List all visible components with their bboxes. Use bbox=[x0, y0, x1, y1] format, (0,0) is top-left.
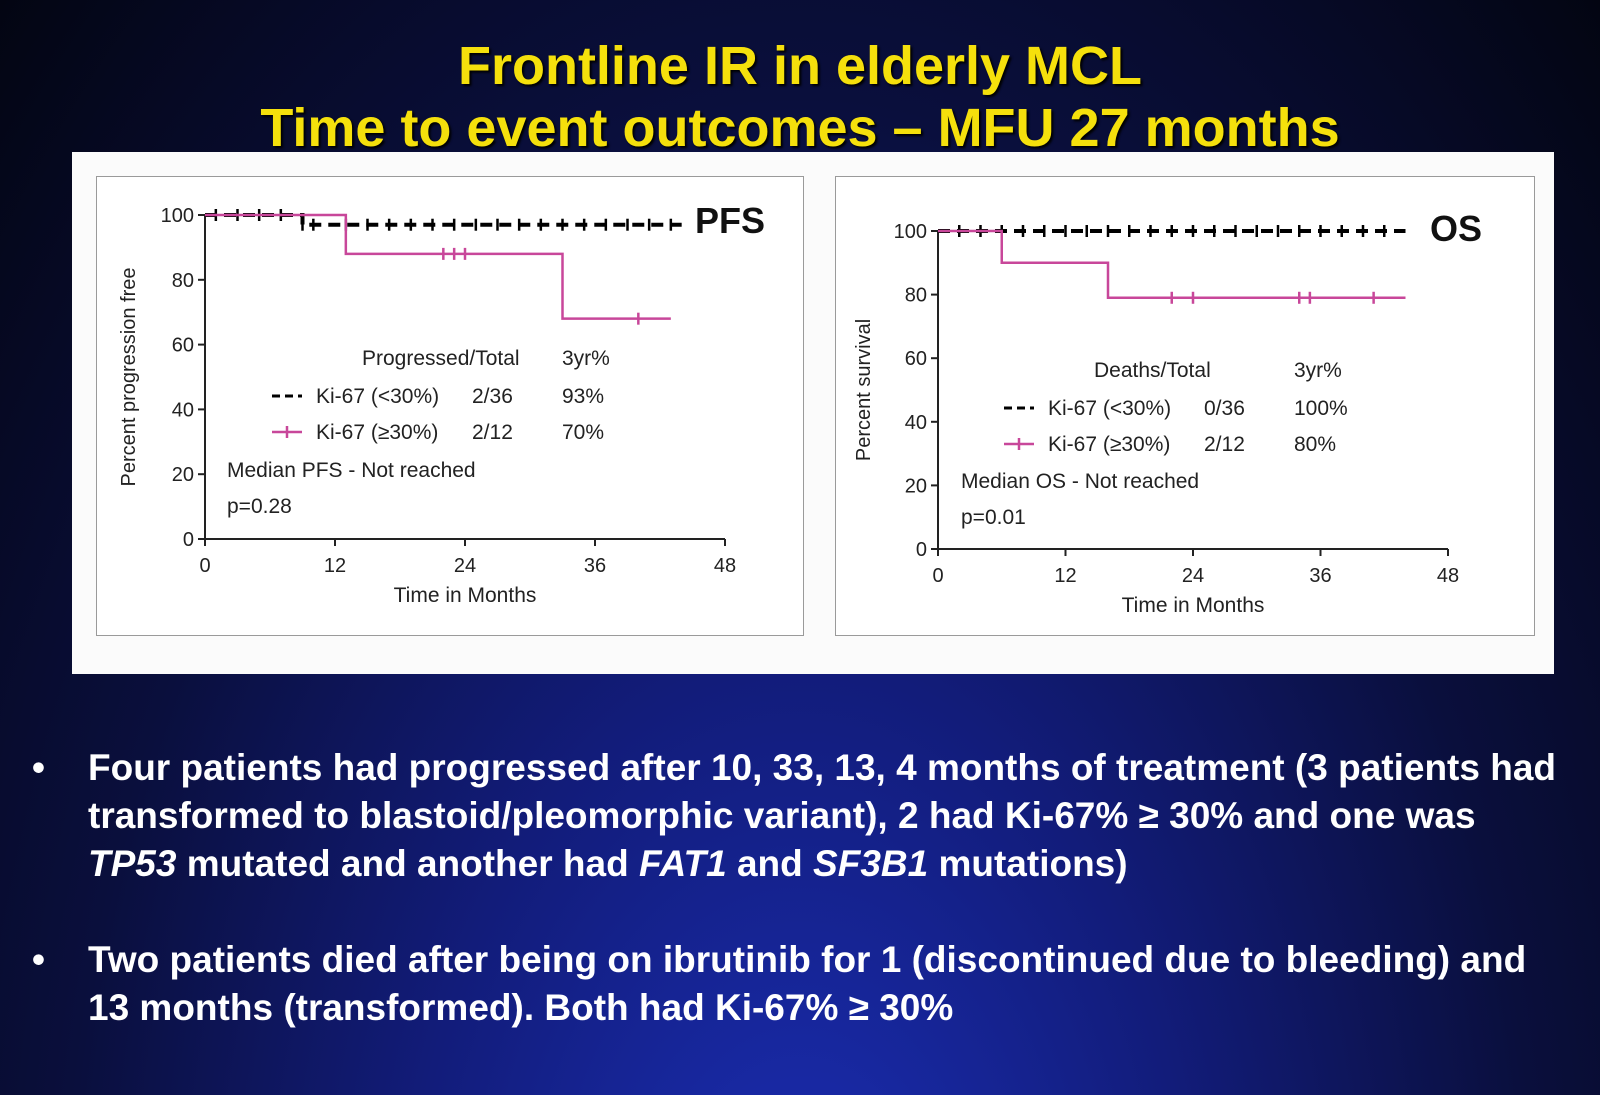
y-tick-label: 0 bbox=[183, 529, 194, 551]
x-tick-label: 36 bbox=[1309, 565, 1331, 587]
x-axis-label: Time in Months bbox=[1122, 594, 1265, 617]
legend-header-col1: Deaths/Total bbox=[1094, 359, 1211, 382]
legend-count: 2/12 bbox=[472, 421, 513, 444]
pfs-chart: 0 20 40 60 80 100 0 12 24 36 48 Time in Months Perce… bbox=[96, 176, 804, 636]
y-tick-label: 20 bbox=[905, 475, 927, 497]
legend-pct: 70% bbox=[562, 421, 604, 444]
y-tick-label: 20 bbox=[172, 464, 194, 486]
charts-panel: 0 20 40 60 80 100 0 12 24 36 48 Time in Months Perce… bbox=[72, 152, 1554, 674]
x-tick-label: 12 bbox=[324, 555, 346, 577]
x-tick-label: 12 bbox=[1054, 565, 1076, 587]
x-tick-label: 48 bbox=[1437, 565, 1459, 587]
chart-annotation: p=0.28 bbox=[227, 495, 292, 518]
y-tick-label: 60 bbox=[172, 335, 194, 357]
legend-count: 2/12 bbox=[1204, 433, 1245, 456]
legend-label: Ki-67 (≥30%) bbox=[1048, 433, 1170, 456]
chart-annotation: Median PFS - Not reached bbox=[227, 459, 476, 482]
legend-pct: 100% bbox=[1294, 397, 1348, 420]
bullet-dot: • bbox=[32, 939, 45, 980]
chart-title: OS bbox=[1430, 208, 1482, 249]
slide-title-line2: Time to event outcomes – MFU 27 months bbox=[260, 98, 1340, 158]
x-tick-label: 48 bbox=[714, 555, 736, 577]
os-chart: 0 20 40 60 80 100 0 12 24 36 48 Time in Months Perce… bbox=[835, 176, 1535, 636]
legend-header-col2: 3yr% bbox=[1294, 359, 1342, 382]
legend-count: 2/36 bbox=[472, 385, 513, 408]
bullet-text: Four patients had progressed after 10, 3… bbox=[88, 747, 1557, 884]
x-tick-label: 24 bbox=[1182, 565, 1204, 587]
pfs-chart-svg: 0 20 40 60 80 100 0 12 24 36 48 Time in Months Perce… bbox=[118, 200, 765, 607]
legend-pct: 80% bbox=[1294, 433, 1336, 456]
y-tick-label: 80 bbox=[172, 270, 194, 292]
bullet-list: • Four patients had progressed after 10,… bbox=[32, 744, 1572, 1080]
y-tick-label: 60 bbox=[905, 348, 927, 370]
y-axis-label: Percent survival bbox=[853, 319, 875, 461]
y-tick-label: 40 bbox=[905, 412, 927, 434]
legend-label: Ki-67 (<30%) bbox=[1048, 397, 1171, 420]
y-tick-label: 100 bbox=[161, 205, 194, 227]
legend-pct: 93% bbox=[562, 385, 604, 408]
x-axis-label: Time in Months bbox=[394, 584, 537, 607]
chart-annotation: p=0.01 bbox=[961, 506, 1026, 529]
x-tick-label: 0 bbox=[199, 555, 210, 577]
chart-title: PFS bbox=[695, 200, 765, 241]
legend-header-col1: Progressed/Total bbox=[362, 347, 520, 370]
y-tick-label: 80 bbox=[905, 285, 927, 307]
os-chart-svg: 0 20 40 60 80 100 0 12 24 36 48 Time in Months Perce… bbox=[853, 208, 1482, 617]
x-tick-label: 36 bbox=[584, 555, 606, 577]
y-tick-label: 40 bbox=[172, 399, 194, 421]
legend-label: Ki-67 (≥30%) bbox=[316, 421, 438, 444]
bullet-dot: • bbox=[32, 747, 45, 788]
legend-header-col2: 3yr% bbox=[562, 347, 610, 370]
legend-count: 0/36 bbox=[1204, 397, 1245, 420]
series-line-0 bbox=[205, 213, 682, 227]
x-tick-label: 0 bbox=[932, 565, 943, 587]
chart-annotation: Median OS - Not reached bbox=[961, 470, 1199, 493]
series-line-1 bbox=[938, 229, 1406, 300]
y-tick-label: 0 bbox=[916, 539, 927, 561]
bullet-deaths: • Two patients died after being on ibrut… bbox=[32, 936, 1572, 1032]
slide-title-line1: Frontline IR in elderly MCL bbox=[457, 36, 1143, 96]
bullet-text: Two patients died after being on ibrutin… bbox=[88, 939, 1527, 1028]
y-axis-label: Percent progression free bbox=[118, 267, 140, 486]
legend-label: Ki-67 (<30%) bbox=[316, 385, 439, 408]
bullet-progression: • Four patients had progressed after 10,… bbox=[32, 744, 1572, 888]
series-line-1 bbox=[205, 213, 671, 320]
y-tick-label: 100 bbox=[894, 221, 927, 243]
x-tick-label: 24 bbox=[454, 555, 476, 577]
